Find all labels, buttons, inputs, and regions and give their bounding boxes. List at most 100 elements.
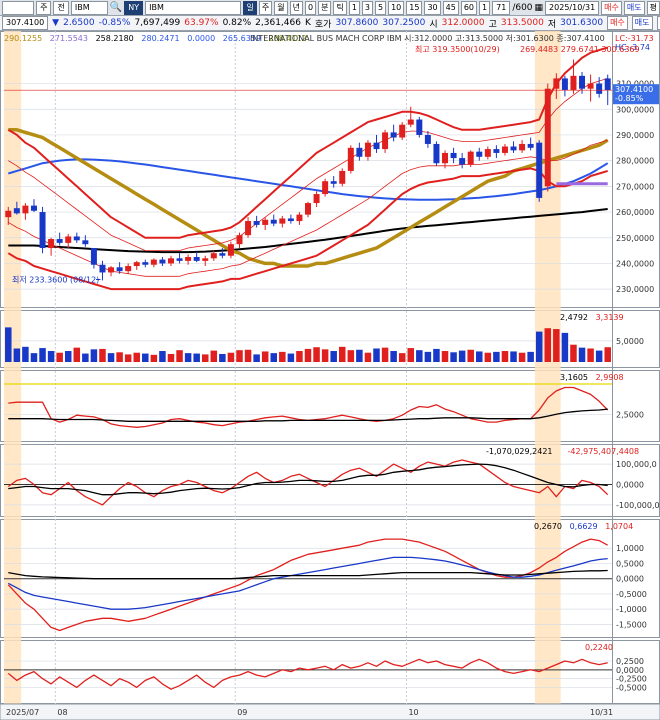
- ma-blue-line: [8, 158, 609, 201]
- volume-bar: [561, 332, 569, 362]
- candle-body: [382, 132, 389, 150]
- period-week[interactable]: 주: [258, 0, 273, 15]
- candle-body: [90, 248, 97, 265]
- volume-bar: [176, 350, 183, 362]
- avg-button[interactable]: 평: [646, 0, 660, 15]
- period-tick[interactable]: 틱: [333, 0, 347, 15]
- indicator2-ytick-2: -100,000,0: [616, 501, 660, 510]
- price-ytick-2: 250,0000: [616, 234, 654, 243]
- search-icon[interactable]: 🔍: [109, 2, 123, 13]
- candle-body: [407, 119, 414, 125]
- right-label-lc: LC:-31.73: [615, 34, 654, 43]
- price-ytick-1: 240,0000: [616, 259, 654, 268]
- volume-bar: [116, 352, 123, 362]
- volume-bar: [424, 351, 432, 362]
- candle-body: [210, 253, 217, 259]
- period-zero[interactable]: 0: [304, 0, 317, 15]
- candle-body: [347, 147, 354, 171]
- interval-10[interactable]: 10: [388, 0, 405, 15]
- volume-bar: [330, 351, 337, 362]
- price-ytick-8: 310,0000: [616, 80, 654, 89]
- candle-body: [570, 75, 577, 90]
- interval-30[interactable]: 30: [424, 0, 441, 15]
- volume-bar: [356, 349, 363, 362]
- change-value: 2.6500: [63, 18, 95, 28]
- interval-3[interactable]: 3: [361, 0, 373, 15]
- candle-body: [253, 221, 260, 225]
- candle-body: [30, 205, 37, 211]
- price-header-value-4: 0.0000: [187, 34, 215, 43]
- all-button[interactable]: 전: [53, 0, 69, 15]
- period-minute[interactable]: 분: [318, 0, 332, 15]
- period-month[interactable]: 월: [274, 0, 288, 15]
- period-day[interactable]: 일: [243, 0, 257, 15]
- volume-ytick-0: 5,0000: [616, 337, 644, 346]
- quote-sell-button[interactable]: 매도: [631, 16, 653, 30]
- period-year[interactable]: 년: [289, 0, 303, 15]
- sell-button[interactable]: 매도: [623, 0, 645, 15]
- volume-bar: [244, 349, 252, 362]
- candle-body: [553, 78, 560, 89]
- indicator2-header-value-1: -42,975,407,4408: [568, 447, 640, 456]
- current-price: 307.4100: [2, 16, 49, 30]
- indicator3-header-value-2: 1,0704: [605, 522, 633, 531]
- interval-60[interactable]: 60: [460, 0, 478, 15]
- volume-bar: [253, 354, 260, 362]
- calendar-icon[interactable]: ▦: [534, 2, 544, 13]
- stock-chart[interactable]: 230,0000 240,0000 250,0000 260,0000 270,0000…: [0, 31, 660, 720]
- high-annotation-extra: 269.4483 279.6741 300.6369: [520, 45, 640, 54]
- count-input[interactable]: 71: [492, 0, 511, 15]
- volume-bar: [47, 351, 55, 362]
- volume-bar: [13, 348, 21, 362]
- indicator3-series-0: [7, 538, 609, 632]
- toolbar: 주 전 IBM 🔍 NY IBM 일 주 월 년 0 분 틱 1 3 5 10 …: [0, 0, 660, 16]
- volume-bar: [595, 350, 603, 362]
- candle-body: [330, 181, 337, 184]
- volume-bar: [604, 347, 611, 362]
- rights-button[interactable]: 주: [36, 0, 52, 15]
- amount-value: 2,361,466: [255, 18, 301, 28]
- volume-bar: [39, 348, 46, 362]
- volume-bar: [184, 353, 192, 362]
- date-input[interactable]: 2025/10/31: [545, 0, 600, 15]
- bollinger-upper-line: [7, 46, 608, 239]
- candle-body: [133, 262, 140, 267]
- candle-body: [176, 258, 183, 261]
- price-ytick-7: 300,0000: [616, 105, 654, 114]
- candle-body: [424, 134, 431, 144]
- volume-bar: [142, 353, 149, 362]
- quote-bar: 307.4100 ▼ 2.6500 -0.85% 7,697,499 63.97…: [0, 16, 660, 31]
- indicator2-ytick-0: 100,000,0: [616, 460, 657, 469]
- volume-bar: [107, 353, 115, 362]
- low-label: 저: [547, 19, 557, 30]
- interval-15[interactable]: 15: [406, 0, 423, 15]
- candle-body: [227, 244, 234, 256]
- volume-bar: [578, 347, 586, 362]
- interval-5[interactable]: 5: [375, 0, 387, 15]
- volume-bar: [407, 348, 415, 362]
- interval-1[interactable]: 1: [348, 0, 360, 15]
- amount-unit: K: [304, 18, 311, 28]
- volume-bar: [553, 329, 560, 362]
- current-price-tag-change: -0.85%: [615, 94, 644, 103]
- volume-bar: [236, 350, 243, 362]
- buy-button[interactable]: 매수: [601, 0, 622, 15]
- candle-body: [399, 124, 406, 138]
- interval-custom[interactable]: 1: [479, 0, 491, 15]
- candle-body: [339, 170, 346, 184]
- ratio-value: 0.82%: [222, 18, 252, 28]
- volume-bar: [433, 348, 440, 362]
- x-axis-label-0: 2025/07: [6, 708, 39, 717]
- candle-body: [313, 194, 320, 204]
- volume-bar: [279, 351, 286, 362]
- candle-body: [82, 240, 89, 245]
- bollinger-inner-upper-line: [8, 78, 608, 252]
- quote-eval-button[interactable]: 평: [656, 16, 660, 30]
- interval-45[interactable]: 45: [442, 0, 459, 15]
- code-box[interactable]: [2, 0, 35, 15]
- candle-body: [450, 152, 457, 159]
- quote-buy-button[interactable]: 매수: [607, 16, 628, 30]
- ticker-input[interactable]: IBM: [70, 0, 108, 15]
- volume-bar: [398, 353, 406, 362]
- candle-body: [476, 151, 483, 157]
